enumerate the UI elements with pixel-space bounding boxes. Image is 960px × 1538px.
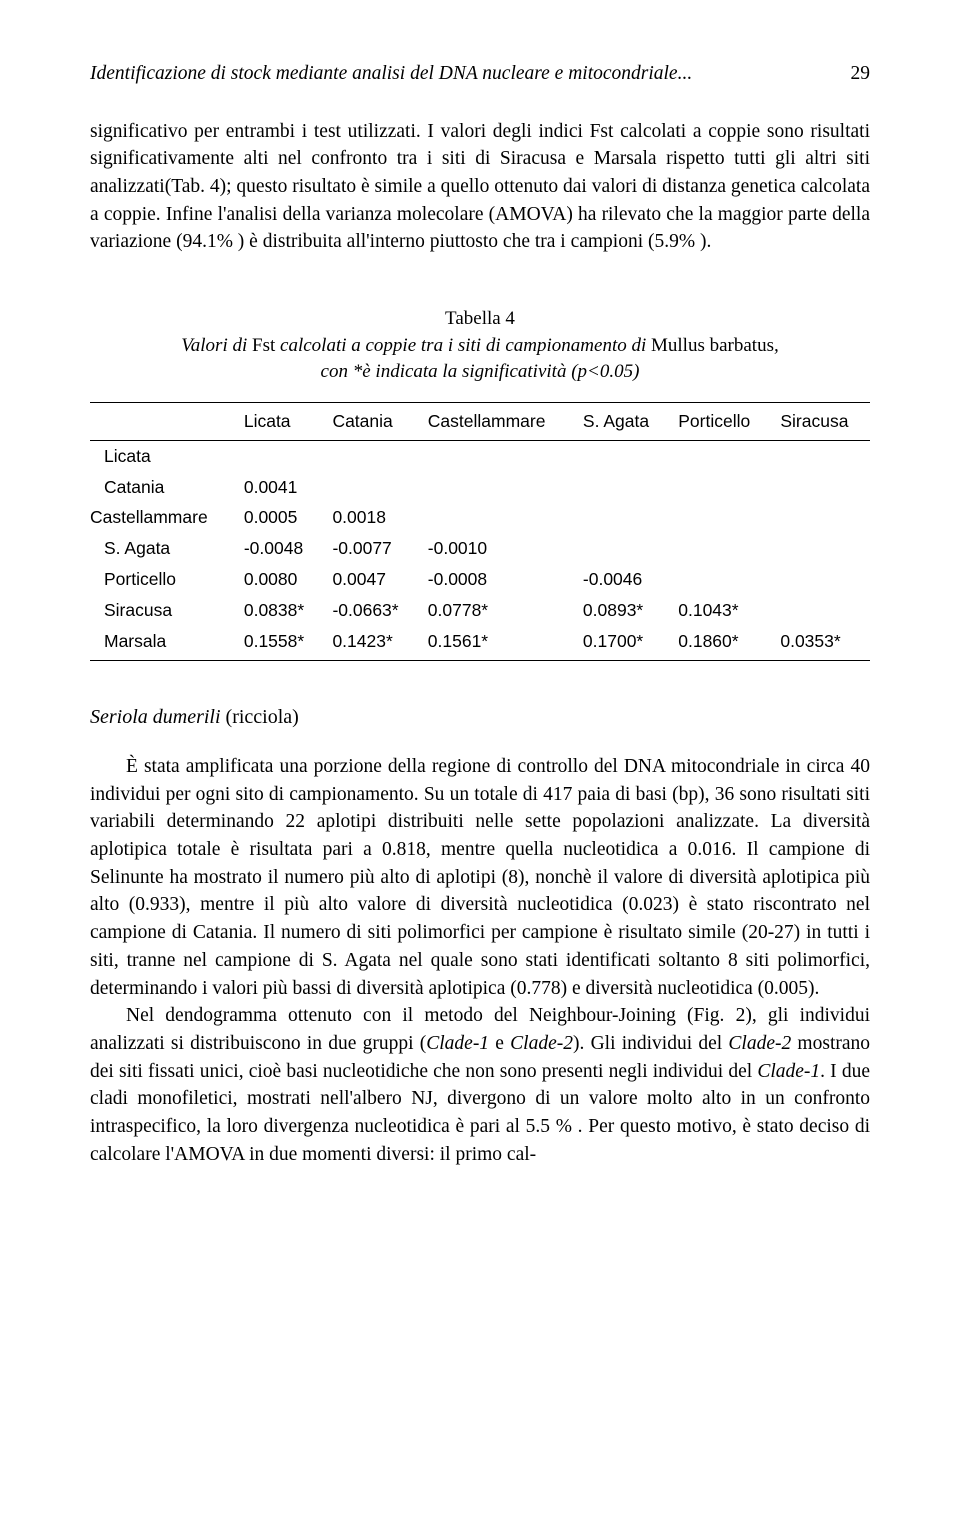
col-licata: Licata — [236, 402, 325, 440]
col-blank — [90, 402, 236, 440]
paragraph-results-2: Nel dendogramma ottenuto con il metodo d… — [90, 1002, 870, 1168]
species-name: Seriola dumerili — [90, 706, 221, 728]
col-sagata: S. Agata — [575, 402, 670, 440]
table-row: Porticello 0.0080 0.0047 -0.0008 -0.0046 — [90, 564, 870, 595]
species-common: (ricciola) — [221, 706, 299, 728]
running-header: Identificazione di stock mediante analis… — [90, 60, 870, 88]
table-caption-line2: Valori di Fst calcolati a coppie tra i s… — [181, 335, 778, 356]
col-castellammare: Castellammare — [420, 402, 575, 440]
running-title: Identificazione di stock mediante analis… — [90, 60, 692, 88]
table-row: Licata — [90, 440, 870, 471]
paragraph-intro: significativo per entrambi i test utiliz… — [90, 118, 870, 256]
col-siracusa: Siracusa — [772, 402, 870, 440]
fst-table: Licata Catania Castellammare S. Agata Po… — [90, 402, 870, 661]
table-caption-number: Tabella 4 — [90, 306, 870, 333]
section-heading: Seriola dumerili (ricciola) — [90, 703, 870, 731]
table-caption: Tabella 4 Valori di Fst calcolati a copp… — [90, 306, 870, 386]
col-catania: Catania — [324, 402, 419, 440]
col-porticello: Porticello — [670, 402, 772, 440]
paragraph-results-1: È stata amplificata una porzione della r… — [90, 753, 870, 1002]
table-row: Catania 0.0041 — [90, 472, 870, 503]
page-number: 29 — [851, 60, 871, 88]
table-row: S. Agata -0.0048 -0.0077 -0.0010 — [90, 533, 870, 564]
table-row: Siracusa 0.0838* -0.0663* 0.0778* 0.0893… — [90, 595, 870, 626]
table-row: Castellammare 0.0005 0.0018 — [90, 502, 870, 533]
table-body: Licata Catania 0.0041 Castellammare 0.00… — [90, 440, 870, 660]
table-caption-line3: con *è indicata la significatività (p<0.… — [321, 361, 640, 382]
section-body: È stata amplificata una porzione della r… — [90, 753, 870, 1168]
table-header-row: Licata Catania Castellammare S. Agata Po… — [90, 402, 870, 440]
table-row: Marsala 0.1558* 0.1423* 0.1561* 0.1700* … — [90, 626, 870, 660]
